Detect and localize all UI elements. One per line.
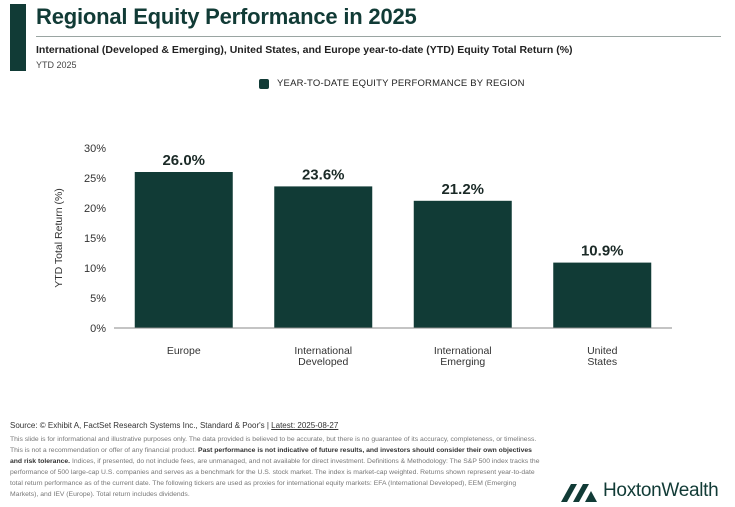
x-tick-label: International (294, 345, 352, 357)
data-label: 21.2% (441, 181, 484, 198)
legend-swatch (259, 78, 269, 89)
latest-date-link[interactable]: Latest: 2025-08-27 (271, 421, 339, 430)
y-tick-label: 20% (84, 203, 106, 215)
source-text: Source: © Exhibit A, FactSet Research Sy… (10, 421, 272, 430)
title-accent-bar (10, 4, 26, 71)
x-tick-label: Emerging (440, 356, 485, 368)
y-tick-label: 30% (84, 143, 106, 155)
bar-chart: 0% 5% 10% 15% 20% 25% 30% YTD Total Return (%) 2… (53, 143, 672, 368)
chart-legend: YEAR-TO-DATE EQUITY PERFORMANCE BY REGIO… (259, 78, 525, 89)
disclaimer-text-1: This slide is for informational and illu… (10, 436, 537, 454)
brand-logo: HoxtonWealth (561, 480, 719, 502)
bar (134, 172, 233, 328)
y-axis-label: YTD Total Return (%) (53, 188, 65, 288)
data-label: 23.6% (302, 166, 345, 183)
x-tick-label: States (587, 356, 617, 368)
x-tick-label: United (587, 345, 618, 357)
brand-name: HoxtonWealth (603, 480, 719, 501)
y-tick-label: 15% (84, 233, 106, 245)
bar (553, 262, 652, 328)
disclaimer-bold: Past performance is not indicative of fu… (10, 447, 532, 465)
data-label: 10.9% (581, 243, 624, 260)
data-label: 26.0% (162, 152, 205, 169)
disclaimer-text-2: Indices, if presented, do not include fe… (10, 458, 540, 498)
x-tick-label: Europe (167, 345, 201, 357)
legend-label: YEAR-TO-DATE EQUITY PERFORMANCE BY REGIO… (277, 78, 525, 89)
footer: Source: © Exhibit A, FactSet Research Sy… (10, 421, 540, 500)
page-title: Regional Equity Performance in 2025 (36, 4, 417, 29)
hoxton-logo-icon (561, 484, 597, 502)
bar (413, 200, 512, 328)
y-tick-label: 0% (90, 323, 106, 335)
y-tick-label: 25% (84, 173, 106, 185)
period-label: YTD 2025 (36, 60, 77, 70)
source-line: Source: © Exhibit A, FactSet Research Sy… (10, 421, 540, 430)
x-tick-label: International (434, 345, 492, 357)
y-tick-label: 5% (90, 293, 106, 305)
x-tick-label: Developed (298, 356, 348, 368)
bar (274, 186, 373, 328)
chart-subtitle: International (Developed & Emerging), Un… (36, 44, 573, 56)
y-tick-label: 10% (84, 263, 106, 275)
disclaimer: This slide is for informational and illu… (10, 434, 540, 500)
title-divider (36, 36, 721, 37)
